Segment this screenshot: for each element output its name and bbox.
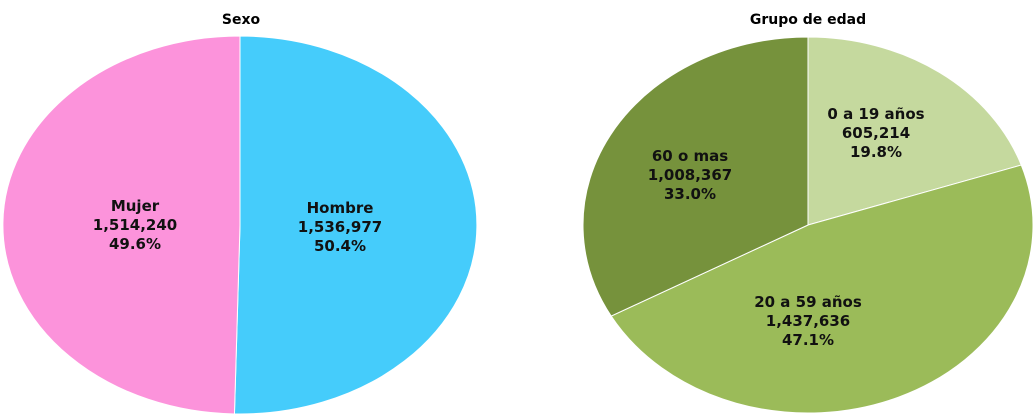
slice-label-percent: 47.1%	[782, 331, 834, 349]
chart-title: Sexo	[222, 12, 261, 28]
slice-label-name: Mujer	[111, 197, 160, 215]
slice-label-value: 1,008,367	[648, 166, 732, 184]
pie-slice-mujer	[2, 35, 241, 414]
pie-slice-0-a-19-años	[807, 36, 1022, 226]
slice-label-name: Hombre	[307, 199, 374, 217]
pie-chart-grupo-de-edad: Grupo de edad 0 a 19 años 605,214 19.8% 20 …	[582, 12, 1033, 414]
slice-label-percent: 50.4%	[314, 237, 366, 255]
slice-data-label: Mujer 1,514,240 49.6%	[93, 197, 177, 253]
slice-label-name: 60 o mas	[652, 147, 728, 165]
pie-slice-hombre	[233, 35, 478, 414]
pie-slice-60-o-mas	[582, 36, 809, 317]
slice-label-name: 0 a 19 años	[827, 105, 924, 123]
slice-label-value: 1,536,977	[298, 218, 382, 236]
chart-title: Grupo de edad	[750, 12, 866, 28]
pie-slice-20-a-59-años	[610, 164, 1033, 414]
slice-label-value: 1,437,636	[766, 312, 850, 330]
slice-label-percent: 33.0%	[664, 185, 716, 203]
slice-label-percent: 19.8%	[850, 143, 902, 161]
slice-data-label: 20 a 59 años 1,437,636 47.1%	[754, 293, 862, 349]
slice-label-value: 1,514,240	[93, 216, 177, 234]
pie-chart-sexo: Sexo Hombre 1,536,977 50.4% Mujer 1,514,240 4…	[2, 12, 478, 414]
slice-data-label: 60 o mas 1,008,367 33.0%	[648, 147, 732, 203]
slice-data-label: 0 a 19 años 605,214 19.8%	[827, 105, 924, 161]
slice-data-label: Hombre 1,536,977 50.4%	[298, 199, 382, 255]
slice-label-percent: 49.6%	[109, 235, 161, 253]
slice-label-value: 605,214	[842, 124, 910, 142]
slice-label-name: 20 a 59 años	[754, 293, 862, 311]
